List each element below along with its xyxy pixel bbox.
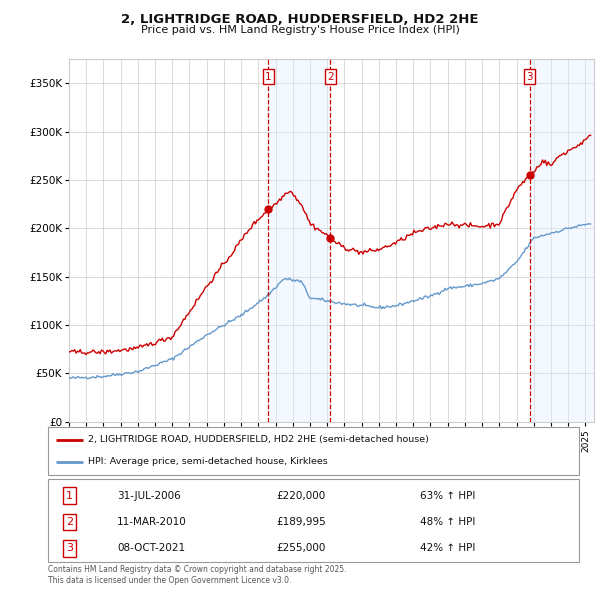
Text: 2, LIGHTRIDGE ROAD, HUDDERSFIELD, HD2 2HE: 2, LIGHTRIDGE ROAD, HUDDERSFIELD, HD2 2H… <box>121 13 479 26</box>
Text: £189,995: £189,995 <box>277 517 326 527</box>
Bar <box>268 59 331 422</box>
Text: 1: 1 <box>265 72 272 81</box>
Text: 2: 2 <box>327 72 334 81</box>
Text: 11-MAR-2010: 11-MAR-2010 <box>117 517 187 527</box>
Text: 08-OCT-2021: 08-OCT-2021 <box>117 543 185 553</box>
Text: 63% ↑ HPI: 63% ↑ HPI <box>420 491 475 500</box>
Text: 48% ↑ HPI: 48% ↑ HPI <box>420 517 475 527</box>
FancyBboxPatch shape <box>48 427 579 475</box>
Text: 42% ↑ HPI: 42% ↑ HPI <box>420 543 475 553</box>
FancyBboxPatch shape <box>48 479 579 562</box>
Text: 2: 2 <box>65 517 73 527</box>
Text: £255,000: £255,000 <box>277 543 326 553</box>
Text: £220,000: £220,000 <box>277 491 326 500</box>
Text: HPI: Average price, semi-detached house, Kirklees: HPI: Average price, semi-detached house,… <box>88 457 328 466</box>
Text: Price paid vs. HM Land Registry's House Price Index (HPI): Price paid vs. HM Land Registry's House … <box>140 25 460 35</box>
Bar <box>530 59 594 422</box>
Text: 3: 3 <box>526 72 533 81</box>
Text: 2, LIGHTRIDGE ROAD, HUDDERSFIELD, HD2 2HE (semi-detached house): 2, LIGHTRIDGE ROAD, HUDDERSFIELD, HD2 2H… <box>88 435 428 444</box>
Text: 31-JUL-2006: 31-JUL-2006 <box>117 491 181 500</box>
Text: 1: 1 <box>66 491 73 500</box>
Text: 3: 3 <box>66 543 73 553</box>
Text: Contains HM Land Registry data © Crown copyright and database right 2025.
This d: Contains HM Land Registry data © Crown c… <box>48 565 347 585</box>
